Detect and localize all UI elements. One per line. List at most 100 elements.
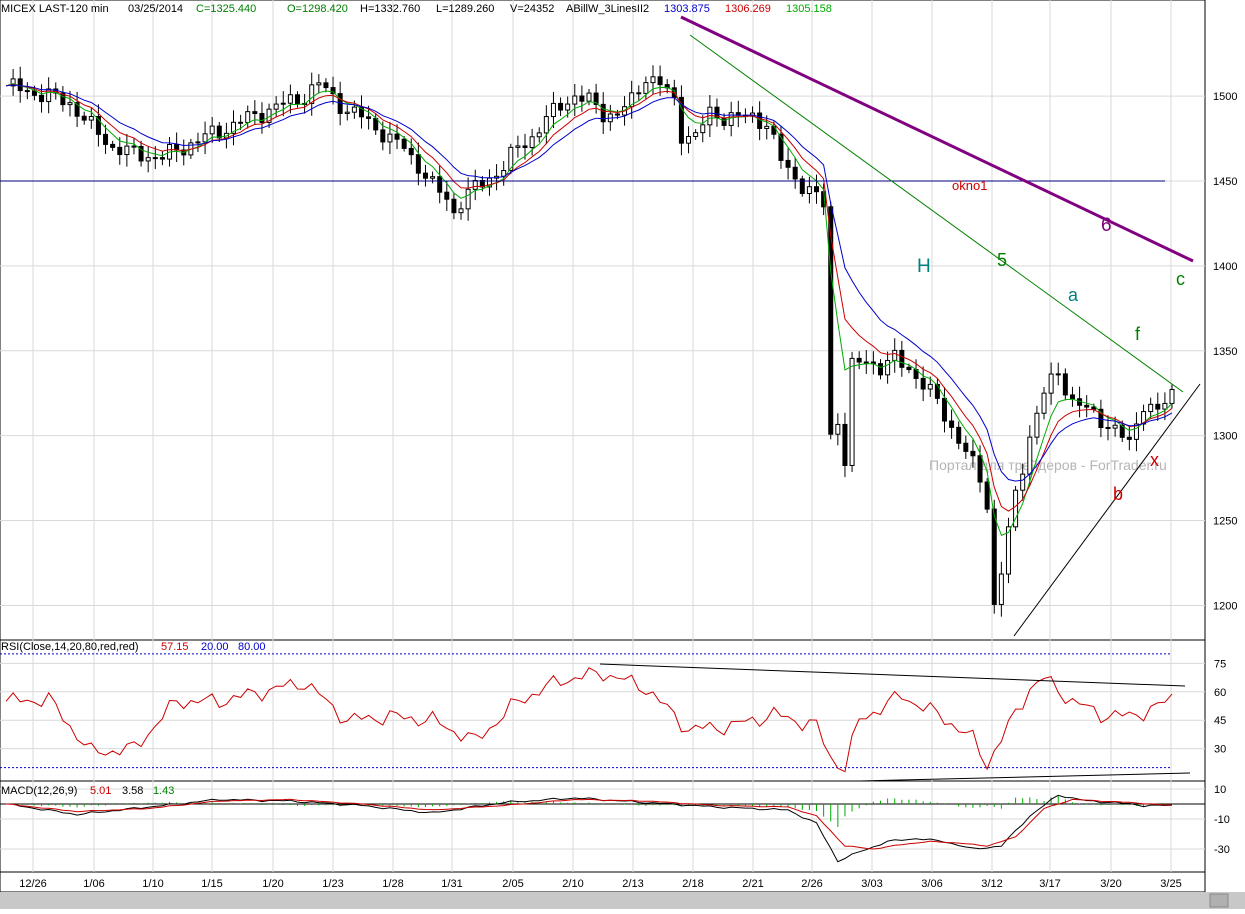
candle-body	[1020, 473, 1026, 491]
candle-body	[1155, 403, 1161, 410]
candle-body	[316, 82, 322, 86]
rsi-lower-trendline	[859, 772, 1191, 782]
x-tick-label: 1/31	[441, 878, 462, 890]
candle-body	[941, 397, 947, 422]
macd-value: 5.01	[90, 785, 111, 797]
candle-body	[1084, 404, 1090, 408]
candle-body	[287, 94, 293, 104]
candle-body	[543, 116, 549, 134]
candle-body	[60, 92, 66, 106]
annotation-a: a	[1068, 285, 1079, 305]
x-tick-label: 1/15	[201, 878, 222, 890]
candle-body	[195, 141, 201, 144]
macd-tick-label: -10	[1214, 814, 1230, 826]
candle-body	[778, 133, 784, 161]
candle-body	[1105, 426, 1111, 429]
candle-body	[885, 359, 891, 376]
candle-body	[408, 147, 414, 156]
annotation-5: 5	[997, 250, 1007, 270]
candle-body	[103, 133, 109, 145]
candle-body	[1055, 373, 1061, 376]
candle-body	[593, 92, 599, 105]
candle-body	[522, 145, 528, 149]
candle-body	[394, 133, 400, 140]
candle-body	[842, 423, 848, 466]
x-tick-label: 3/06	[921, 878, 942, 890]
volume-label: V=24352	[510, 3, 554, 15]
candle-body	[309, 84, 315, 105]
candle-body	[863, 361, 869, 364]
candle-body	[138, 145, 144, 162]
candle-body	[1133, 423, 1139, 440]
candle-body	[1162, 402, 1168, 410]
candle-body	[927, 383, 933, 390]
high-label: H=1332.760	[360, 3, 420, 15]
x-tick-label: 2/13	[622, 878, 643, 890]
candle-body	[231, 121, 237, 134]
candle-body	[949, 420, 955, 428]
x-tick-label: 1/10	[142, 878, 163, 890]
candle-body	[280, 102, 286, 105]
close-label: C=1325.440	[196, 3, 256, 15]
candle-body	[330, 87, 336, 95]
candle-body	[536, 132, 542, 138]
candle-body	[451, 198, 457, 214]
candle-body	[657, 76, 663, 86]
candle-body	[273, 103, 279, 110]
candle-body	[465, 188, 471, 210]
scrollbar-track[interactable]	[0, 892, 1245, 909]
x-tick-label: 3/17	[1039, 878, 1060, 890]
ma-red-line	[5, 83, 1173, 512]
symbol-label: MICEX LAST-120 min	[1, 3, 109, 15]
price-tick-label: 1200	[1213, 600, 1237, 612]
candle-body	[344, 111, 350, 114]
price-tick-label: 1250	[1213, 516, 1237, 528]
candle-body	[81, 115, 87, 121]
scrollbar-thumb[interactable]	[1209, 893, 1229, 908]
candle-body	[401, 138, 407, 149]
annotation-6: 6	[1101, 215, 1112, 236]
price-tick-label: 1450	[1213, 176, 1237, 188]
annotation-c: c	[1176, 269, 1185, 289]
candle-body	[508, 146, 514, 172]
candle-body	[934, 383, 940, 399]
purple-trendline	[680, 15, 1194, 263]
candle-body	[74, 102, 80, 117]
candle-body	[351, 106, 357, 113]
candle-body	[216, 125, 222, 139]
rsi-value: 57.15	[161, 641, 189, 653]
candle-body	[856, 357, 862, 363]
x-tick-label: 3/20	[1100, 878, 1121, 890]
x-tick-label: 2/05	[502, 878, 523, 890]
candle-body	[145, 157, 151, 162]
candle-body	[1169, 389, 1175, 404]
macd-tick-label: -30	[1214, 844, 1230, 856]
candle-body	[906, 366, 912, 371]
candle-body	[785, 159, 791, 168]
candle-body	[1048, 373, 1054, 394]
candle-body	[686, 135, 692, 144]
candle-body	[159, 157, 165, 160]
rsi-tick-label: 45	[1214, 715, 1226, 727]
open-label: O=1298.420	[287, 3, 348, 15]
macd-series	[5, 794, 1173, 863]
axis-labels: 12/26 1/06 1/10 1/15 1/20 1/23 1/28 1/31 2/05 2/1…	[19, 91, 1237, 890]
candle-body	[678, 96, 684, 144]
rsi-label: RSI(Close,14,20,80,red,red)	[1, 641, 139, 653]
candle-body	[67, 102, 73, 106]
rsi-panel	[0, 639, 1206, 782]
candle-body	[88, 116, 94, 121]
candle-body	[387, 133, 393, 143]
candle-body	[956, 426, 962, 444]
candle-body	[565, 103, 571, 111]
candle-body	[152, 157, 158, 160]
candle-body	[835, 423, 841, 435]
indicator-red-value: 1306.269	[725, 3, 771, 15]
candle-body	[1069, 394, 1075, 400]
annotation-f: f	[1135, 324, 1141, 344]
candle-body	[586, 92, 592, 102]
candle-body	[202, 133, 208, 143]
candle-body	[46, 88, 52, 103]
